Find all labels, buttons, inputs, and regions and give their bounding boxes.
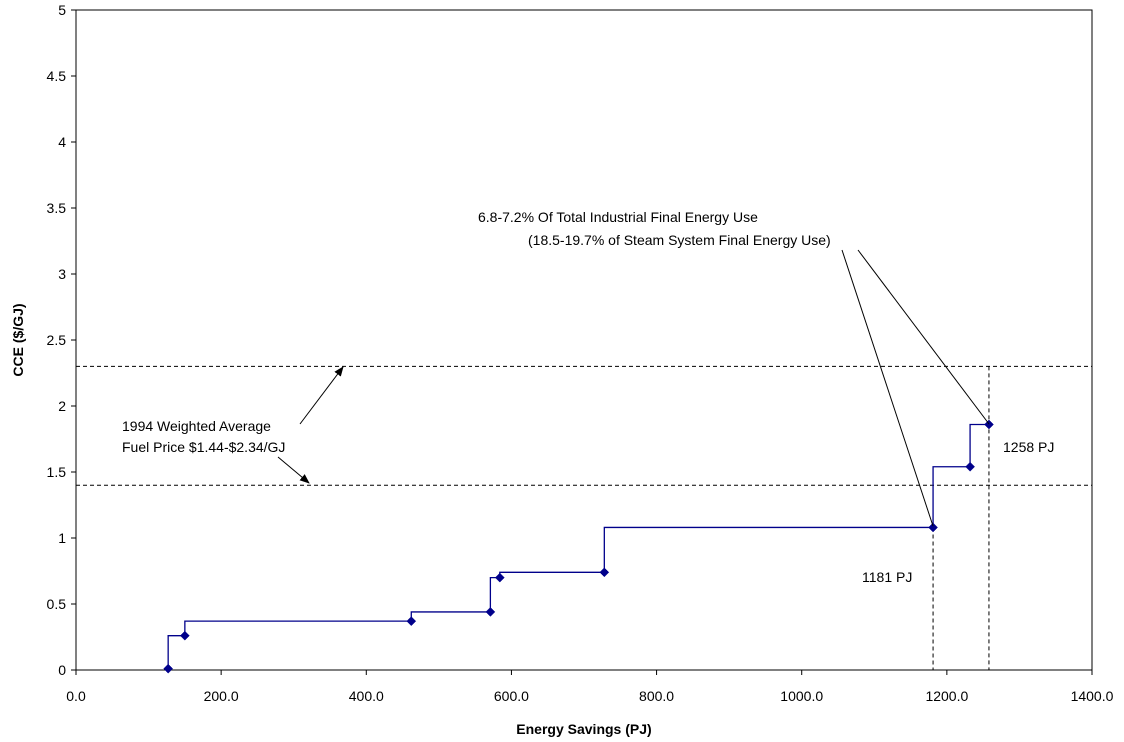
- fuel-price-arrow-lower: [277, 456, 310, 484]
- data-point-marker: [406, 616, 417, 627]
- y-tick-label: 1: [58, 530, 66, 546]
- series-step-line: [167, 423, 989, 670]
- fuel-price-annotation-line-1: 1994 Weighted Average: [122, 418, 271, 434]
- y-tick-label: 4: [58, 134, 66, 150]
- axes: 0 0.5 1 1.5 2 2.5 3 3.5 4 4.5 5 0.0 200.0 400.0 600.0 8…: [10, 2, 1114, 737]
- y-axis-title: CCE ($/GJ): [10, 303, 26, 376]
- y-tick-label: 5: [58, 2, 66, 18]
- data-point-marker: [965, 461, 975, 472]
- x-tick-label: 600.0: [494, 688, 529, 704]
- y-tick-label: 0: [58, 662, 66, 678]
- x-tick-label: 800.0: [639, 688, 674, 704]
- data-point-marker: [163, 663, 174, 674]
- label-1258-pj: 1258 PJ: [1003, 439, 1054, 455]
- y-tick-label: 4.5: [47, 68, 67, 84]
- x-tick-label: 400.0: [349, 688, 384, 704]
- x-axis-title: Energy Savings (PJ): [516, 721, 651, 737]
- x-tick-label: 1400.0: [1071, 688, 1114, 704]
- data-series: [163, 419, 994, 674]
- x-tick-label: 1200.0: [925, 688, 968, 704]
- data-point-marker: [984, 419, 994, 430]
- total-energy-leader-1181: [841, 249, 934, 527]
- y-tick-label: 2: [58, 398, 66, 414]
- y-tick-label: 2.5: [47, 332, 67, 348]
- fuel-price-annotation-line-2: Fuel Price $1.44-$2.34/GJ: [122, 439, 285, 455]
- total-energy-annotation-line-1: 6.8-7.2% Of Total Industrial Final Energ…: [478, 209, 758, 225]
- data-point-marker: [599, 567, 610, 578]
- y-tick-label: 3.5: [47, 200, 67, 216]
- x-tick-label: 200.0: [204, 688, 239, 704]
- plot-area-frame: [75, 9, 1093, 671]
- total-energy-leader-1258: [857, 249, 990, 425]
- data-point-marker: [485, 607, 496, 617]
- x-tick-label: 0.0: [66, 688, 86, 704]
- data-point-marker: [180, 630, 190, 641]
- total-energy-annotation-line-2: (18.5-19.7% of Steam System Final Energy…: [528, 232, 831, 248]
- y-tick-label: 3: [58, 266, 66, 282]
- label-1181-pj: 1181 PJ: [862, 569, 912, 585]
- x-tick-label: 1000.0: [780, 688, 823, 704]
- reference-lines: [76, 365, 1092, 670]
- y-tick-label: 0.5: [47, 596, 67, 612]
- fuel-price-arrow-upper: [299, 366, 344, 425]
- y-tick-label: 1.5: [47, 464, 67, 480]
- data-point-marker: [494, 572, 505, 583]
- data-point-marker: [928, 522, 938, 533]
